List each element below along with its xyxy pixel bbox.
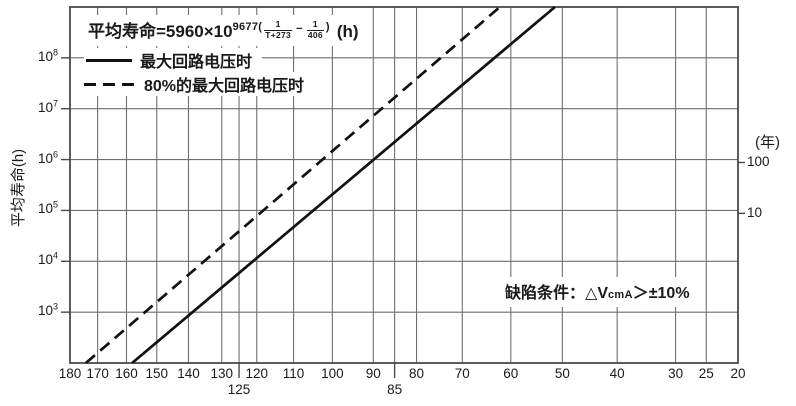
y-tick-base: 10	[37, 303, 53, 319]
y-tick-label-1e7: 107	[26, 98, 58, 115]
x-sub-tick-label-85: 85	[387, 382, 403, 397]
x-tick-label-130: 130	[210, 366, 234, 381]
x-tick-label-60: 60	[503, 366, 519, 381]
legend-label-80pct-voltage: 80%的最大回路电压时	[144, 78, 305, 95]
y-tick-exponent: 5	[52, 199, 58, 210]
formula-unit: (h)	[336, 22, 359, 41]
formula-fraction-2: 1 406	[306, 18, 324, 40]
formula-exponent-open: 9677(	[232, 21, 263, 33]
y-tick-label-1e8: 108	[26, 47, 58, 64]
delta-v-symbol: △V	[585, 285, 608, 302]
delta-v-subscript: cmA	[608, 289, 633, 301]
y-tick-exponent: 6	[52, 149, 58, 160]
x-tick-label-40: 40	[609, 366, 625, 381]
x-tick-label-70: 70	[454, 366, 470, 381]
x-tick-label-120: 120	[245, 366, 269, 381]
x-tick-label-25: 25	[698, 366, 714, 381]
x-tick-label-180: 180	[58, 366, 82, 381]
y-tick-label-1e6: 106	[26, 149, 58, 166]
x-tick-label-110: 110	[282, 366, 305, 381]
x-tick-label-100: 100	[321, 366, 344, 381]
failure-condition-note: 缺陷条件：△VcmA＞±10%	[497, 277, 698, 307]
x-tick-label-150: 150	[145, 366, 169, 381]
life-formula: 平均寿命=5960×109677(1 T+273−1 406) (h)	[84, 15, 367, 47]
right-axis-unit-label: (年)	[755, 134, 780, 151]
failure-condition-prefix: 缺陷条件：	[505, 285, 586, 302]
dashed-line-swatch	[84, 82, 136, 86]
y-tick-label-1e4: 104	[26, 250, 58, 268]
y-tick-exponent: 3	[52, 301, 58, 312]
plot-frame	[69, 6, 739, 364]
y-tick-exponent: 8	[52, 47, 58, 58]
y-tick-base: 10	[37, 150, 53, 166]
y-tick-base: 10	[37, 48, 53, 64]
x-tick-label-140: 140	[177, 366, 200, 381]
x-sub-tick-label-125: 125	[227, 382, 251, 397]
y-tick-base: 10	[37, 252, 53, 268]
legend-item-80pct-voltage: 80%的最大回路电压时	[82, 72, 315, 96]
legend-label-max-voltage: 最大回路电压时	[140, 54, 253, 71]
series-line-solid	[131, 5, 556, 365]
series-line-dashed	[84, 5, 501, 365]
y-tick-label-1e3: 103	[26, 301, 58, 319]
x-tick-label-170: 170	[86, 366, 109, 381]
year-tick-label-100: 100	[747, 154, 770, 170]
x-tick-label-20: 20	[730, 366, 746, 381]
x-tick-label-160: 160	[115, 366, 138, 381]
formula-minus: −	[296, 23, 303, 36]
x-tick-label-80: 80	[409, 366, 425, 381]
formula-base: 平均寿命=5960×10	[88, 22, 233, 41]
y-axis-title: 平均寿命(h)	[10, 148, 27, 228]
solid-line-swatch	[86, 58, 132, 62]
y-tick-base: 10	[37, 99, 53, 115]
failure-condition-value: ＞±10%	[632, 285, 690, 302]
formula-fraction-1: 1 T+273	[264, 18, 293, 40]
y-tick-exponent: 4	[52, 250, 58, 261]
formula-exponent-close: )	[325, 21, 330, 33]
y-tick-label-1e5: 105	[26, 199, 58, 217]
legend-item-max-voltage: 最大回路电压时	[84, 48, 263, 72]
x-tick-label-30: 30	[668, 366, 684, 381]
y-tick-base: 10	[37, 201, 53, 217]
y-tick-exponent: 7	[52, 98, 58, 109]
x-tick-label-50: 50	[554, 366, 570, 381]
x-tick-label-90: 90	[365, 366, 381, 381]
year-tick-label-10: 10	[747, 205, 763, 221]
